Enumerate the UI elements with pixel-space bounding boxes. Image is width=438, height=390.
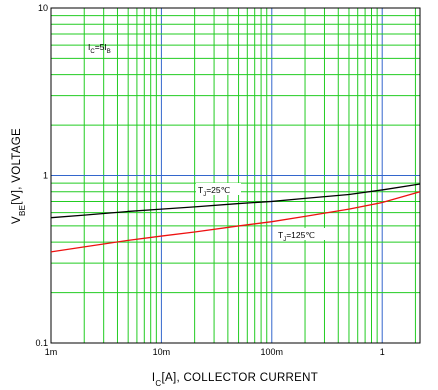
x-tick-label: 1 — [380, 347, 385, 357]
x-tick-label: 100m — [261, 347, 284, 357]
series-label-tj-125: TJ=125℃ — [278, 230, 315, 243]
grid — [50, 7, 420, 344]
label-background — [196, 183, 241, 195]
x-tick-label: 1m — [45, 347, 58, 357]
label-background — [276, 228, 328, 240]
y-tick-label: 10 — [38, 3, 48, 13]
x-tick-label: 10m — [153, 347, 171, 357]
y-tick-label: 1 — [43, 171, 48, 181]
x-axis-title: IC[A], COLLECTOR CURRENT — [152, 372, 318, 388]
series-line-tj-125 — [50, 191, 421, 253]
series-label-tj-25: TJ=25℃ — [198, 185, 231, 198]
annotation-condition: IC=5IB — [88, 42, 111, 55]
y-axis-title: VBE[V], VOLTAGE — [11, 128, 27, 224]
tick-labels: 1m 10m 100m 1 0.1 1 10 — [35, 3, 384, 357]
plot-frame — [50, 7, 421, 344]
annotations: IC=5IB TJ=25℃ TJ=125℃ — [88, 42, 328, 243]
series-group — [50, 183, 421, 253]
axis-titles: IC[A], COLLECTOR CURRENT VBE[V], VOLTAGE — [11, 128, 318, 387]
series-line-tj-25 — [50, 183, 421, 219]
y-tick-label: 0.1 — [35, 338, 48, 348]
